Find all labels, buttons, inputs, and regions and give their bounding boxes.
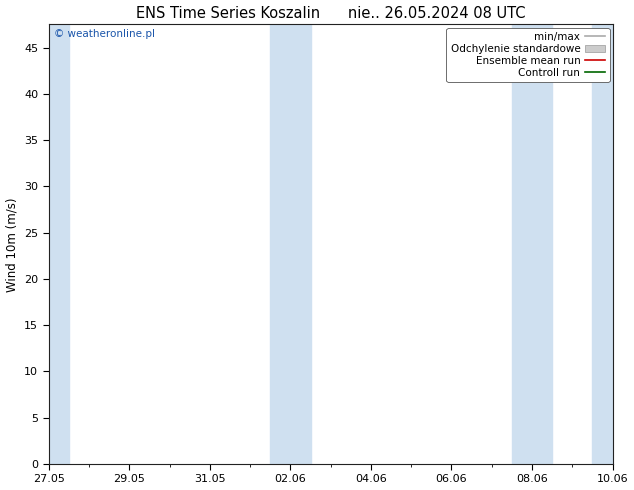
Y-axis label: Wind 10m (m/s): Wind 10m (m/s)	[6, 197, 18, 292]
Text: © weatheronline.pl: © weatheronline.pl	[55, 29, 155, 39]
Bar	[49, 24, 69, 464]
Bar	[512, 24, 552, 464]
Bar	[270, 24, 311, 464]
Legend: min/max, Odchylenie standardowe, Ensemble mean run, Controll run: min/max, Odchylenie standardowe, Ensembl…	[446, 27, 609, 82]
Bar	[593, 24, 612, 464]
Title: ENS Time Series Koszalin      nie.. 26.05.2024 08 UTC: ENS Time Series Koszalin nie.. 26.05.202…	[136, 5, 526, 21]
